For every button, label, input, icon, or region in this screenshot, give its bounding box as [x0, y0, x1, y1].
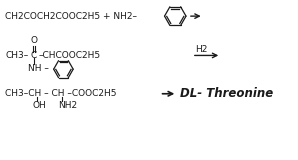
- Text: CH3–CH – CH –COOC2H5: CH3–CH – CH –COOC2H5: [5, 89, 117, 98]
- Text: NH2: NH2: [58, 101, 77, 110]
- Text: DL- Threonine: DL- Threonine: [180, 87, 273, 100]
- Text: OH: OH: [33, 101, 46, 110]
- Text: –CHCOOC2H5: –CHCOOC2H5: [38, 51, 101, 60]
- Text: H2: H2: [195, 45, 207, 54]
- Text: C: C: [31, 51, 37, 60]
- Text: NH –: NH –: [28, 64, 49, 73]
- Text: CH3–: CH3–: [5, 51, 29, 60]
- Text: O: O: [31, 36, 38, 45]
- Text: CH2COCH2COOC2H5 + NH2–: CH2COCH2COOC2H5 + NH2–: [5, 12, 137, 21]
